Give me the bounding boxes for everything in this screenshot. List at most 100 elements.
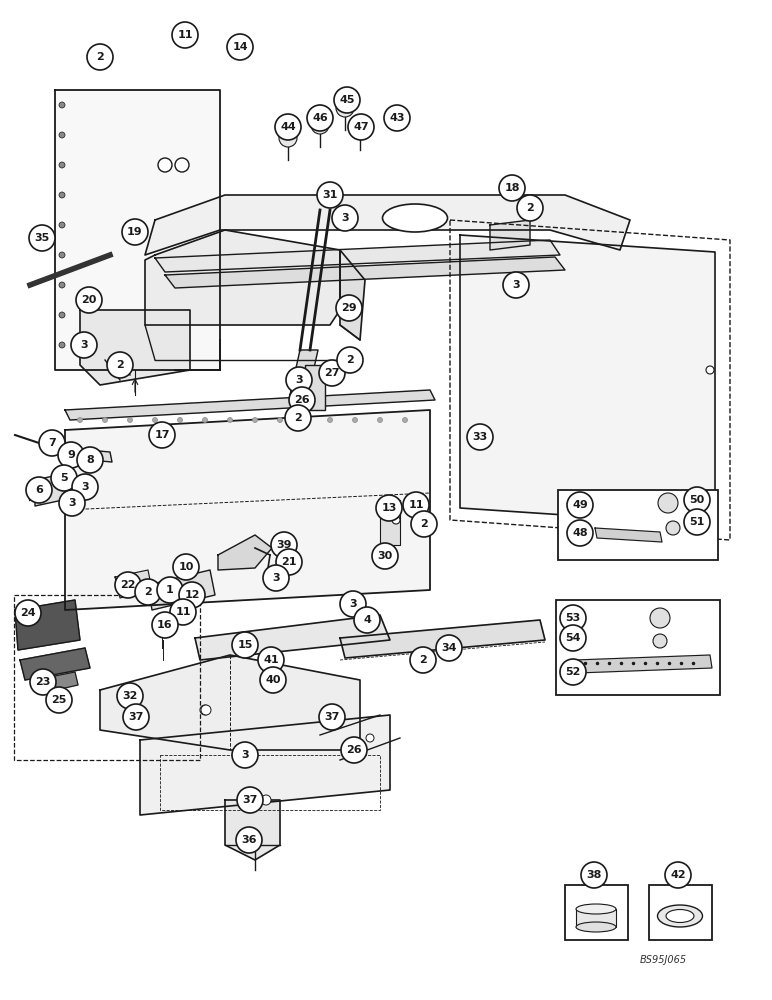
Polygon shape — [165, 257, 565, 288]
Text: 44: 44 — [280, 122, 296, 132]
Circle shape — [658, 493, 678, 513]
Circle shape — [517, 195, 543, 221]
Text: 3: 3 — [80, 340, 88, 350]
Polygon shape — [80, 310, 190, 385]
Polygon shape — [100, 655, 360, 750]
Circle shape — [202, 418, 208, 422]
Text: 32: 32 — [122, 691, 137, 701]
Text: 49: 49 — [572, 500, 587, 510]
Circle shape — [115, 355, 125, 365]
Circle shape — [172, 22, 198, 48]
Circle shape — [351, 119, 369, 137]
Text: 3: 3 — [81, 482, 89, 492]
Text: 45: 45 — [339, 95, 355, 105]
Circle shape — [684, 487, 710, 513]
Circle shape — [567, 520, 593, 546]
Text: 48: 48 — [572, 528, 587, 538]
Ellipse shape — [666, 910, 694, 922]
Circle shape — [307, 105, 333, 131]
Circle shape — [403, 492, 429, 518]
Circle shape — [366, 734, 374, 742]
Circle shape — [353, 418, 357, 422]
Polygon shape — [195, 615, 390, 660]
Text: 43: 43 — [389, 113, 405, 123]
Circle shape — [87, 44, 113, 70]
Circle shape — [372, 543, 398, 569]
Circle shape — [706, 366, 714, 374]
Circle shape — [348, 114, 374, 140]
Text: 39: 39 — [276, 540, 292, 550]
Polygon shape — [340, 620, 545, 658]
Circle shape — [59, 192, 65, 198]
Text: 31: 31 — [323, 190, 337, 200]
Bar — [565, 885, 628, 940]
Circle shape — [228, 418, 232, 422]
Text: 2: 2 — [144, 587, 152, 597]
Circle shape — [244, 795, 254, 805]
Circle shape — [173, 554, 199, 580]
Circle shape — [340, 591, 366, 617]
Circle shape — [59, 162, 65, 168]
Bar — [14, 595, 200, 760]
Text: 30: 30 — [378, 551, 393, 561]
Text: 46: 46 — [312, 113, 328, 123]
Text: 37: 37 — [324, 712, 340, 722]
Circle shape — [59, 342, 65, 348]
Polygon shape — [290, 350, 318, 395]
Text: 19: 19 — [127, 227, 143, 237]
Text: 2: 2 — [116, 360, 124, 370]
Circle shape — [332, 205, 358, 231]
Circle shape — [467, 424, 493, 450]
Text: 24: 24 — [20, 608, 36, 618]
Circle shape — [200, 705, 210, 715]
Text: 2: 2 — [527, 203, 534, 213]
Text: 4: 4 — [363, 615, 371, 625]
Circle shape — [275, 114, 301, 140]
Circle shape — [560, 605, 586, 631]
Circle shape — [59, 490, 85, 516]
Circle shape — [71, 332, 97, 358]
Circle shape — [46, 687, 72, 713]
Circle shape — [103, 418, 107, 422]
Circle shape — [115, 572, 141, 598]
Circle shape — [232, 742, 258, 768]
Text: 6: 6 — [35, 485, 43, 495]
Text: 47: 47 — [353, 122, 369, 132]
Circle shape — [170, 599, 196, 625]
Text: 52: 52 — [565, 667, 581, 677]
Text: 3: 3 — [241, 750, 249, 760]
Text: 54: 54 — [565, 633, 581, 643]
Text: 21: 21 — [281, 557, 296, 567]
Text: 16: 16 — [157, 620, 173, 630]
Circle shape — [503, 272, 529, 298]
Text: 14: 14 — [232, 42, 248, 52]
Circle shape — [236, 827, 262, 853]
Circle shape — [135, 579, 161, 605]
Circle shape — [58, 442, 84, 468]
Text: 2: 2 — [96, 52, 104, 62]
Circle shape — [319, 704, 345, 730]
Text: 35: 35 — [35, 233, 49, 243]
Ellipse shape — [382, 204, 448, 232]
Polygon shape — [145, 230, 340, 325]
Circle shape — [15, 600, 41, 626]
Circle shape — [258, 647, 284, 673]
Text: 11: 11 — [178, 30, 193, 40]
Text: 3: 3 — [349, 599, 357, 609]
Text: 18: 18 — [504, 183, 520, 193]
Circle shape — [260, 667, 286, 693]
Circle shape — [650, 608, 670, 628]
Bar — [558, 490, 718, 560]
Bar — [380, 500, 400, 545]
Text: 33: 33 — [472, 432, 488, 442]
Circle shape — [336, 99, 354, 117]
Circle shape — [149, 422, 175, 448]
Circle shape — [237, 787, 263, 813]
Text: 5: 5 — [60, 473, 68, 483]
Text: 11: 11 — [175, 607, 191, 617]
Polygon shape — [115, 570, 152, 598]
Circle shape — [59, 282, 65, 288]
Polygon shape — [575, 655, 712, 673]
Circle shape — [107, 352, 133, 378]
Ellipse shape — [576, 922, 616, 932]
